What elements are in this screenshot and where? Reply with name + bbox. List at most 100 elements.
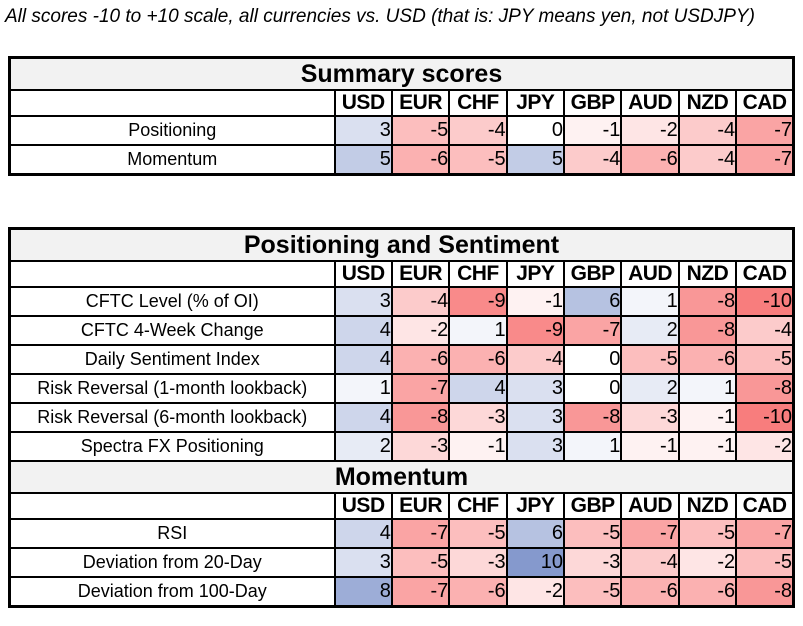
row-label: CFTC Level (% of OI) [8, 286, 336, 317]
score-cell-eur: -5 [390, 547, 451, 578]
section-title: Positioning and Sentiment [8, 227, 795, 262]
score-cell-chf: 4 [448, 373, 508, 404]
score-cell-gbp: -8 [562, 402, 623, 433]
summary-scores-table: Summary scores USD EUR CHF JPY GBP AUD NZD CAD Po… [8, 56, 795, 176]
row-label: Deviation from 100-Day [8, 576, 336, 608]
score-cell-jpy: 6 [505, 518, 566, 549]
section-title-row: Summary scores [8, 56, 795, 91]
positioning-and-momentum-table: Positioning and Sentiment USD EUR CHF JPY GBP… [8, 227, 795, 608]
currency-header-eur: EUR [390, 492, 451, 520]
score-cell-gbp: -3 [562, 547, 623, 578]
table-row: Risk Reversal (1-month lookback) 1 -7 4 3 0 2 1… [8, 373, 795, 404]
score-cell-nzd: -4 [677, 144, 738, 176]
score-cell-aud: 2 [620, 315, 680, 346]
score-cell-usd: 2 [333, 431, 393, 462]
currency-header-aud: AUD [620, 89, 680, 117]
score-cell-cad: -8 [735, 576, 795, 608]
row-label: CFTC 4-Week Change [8, 315, 336, 346]
score-cell-usd: 4 [333, 402, 393, 433]
score-cell-usd: 3 [333, 547, 393, 578]
score-cell-cad: -7 [735, 518, 795, 549]
score-cell-usd: 8 [333, 576, 393, 608]
score-cell-aud: -6 [620, 576, 680, 608]
score-cell-jpy: 0 [505, 115, 566, 146]
table-row: CFTC 4-Week Change 4 -2 1 -9 -7 2 -8 -4 [8, 315, 795, 346]
currency-header-aud: AUD [620, 492, 680, 520]
score-cell-eur: -8 [390, 402, 451, 433]
score-cell-chf: 1 [448, 315, 508, 346]
score-cell-gbp: 1 [562, 431, 623, 462]
score-cell-aud: -6 [620, 144, 680, 176]
currency-header-row: USD EUR CHF JPY GBP AUD NZD CAD [8, 89, 795, 117]
score-cell-usd: 3 [333, 286, 393, 317]
score-cell-cad: -7 [735, 115, 795, 146]
table-row: Positioning 3 -5 -4 0 -1 -2 -4 -7 [8, 115, 795, 146]
corner-cell [8, 89, 336, 117]
score-cell-chf: -3 [448, 547, 508, 578]
score-cell-cad: -4 [735, 315, 795, 346]
score-cell-eur: -6 [390, 144, 451, 176]
score-cell-eur: -5 [390, 115, 451, 146]
table-row: Deviation from 100-Day 8 -7 -6 -2 -5 -6 -6 -8 [8, 576, 795, 608]
score-cell-chf: -6 [448, 344, 508, 375]
score-cell-chf: -9 [448, 286, 508, 317]
row-label: Risk Reversal (6-month lookback) [8, 402, 336, 433]
score-cell-jpy: 3 [505, 431, 566, 462]
score-cell-gbp: -7 [562, 315, 623, 346]
row-label: Risk Reversal (1-month lookback) [8, 373, 336, 404]
currency-header-cad: CAD [735, 492, 795, 520]
score-cell-jpy: 3 [505, 373, 566, 404]
score-cell-aud: -5 [620, 344, 680, 375]
row-label: Daily Sentiment Index [8, 344, 336, 375]
table-row: Spectra FX Positioning 2 -3 -1 3 1 -1 -1 -2 [8, 431, 795, 462]
score-cell-chf: -4 [448, 115, 508, 146]
score-cell-chf: -3 [448, 402, 508, 433]
table-row: Risk Reversal (6-month lookback) 4 -8 -3 3 -8… [8, 402, 795, 433]
score-cell-nzd: -1 [677, 402, 738, 433]
score-cell-usd: 3 [333, 115, 393, 146]
currency-header-nzd: NZD [677, 260, 738, 288]
score-cell-usd: 5 [333, 144, 393, 176]
score-cell-nzd: -5 [677, 518, 738, 549]
section-title-row: Positioning and Sentiment [8, 227, 795, 262]
currency-header-jpy: JPY [505, 89, 566, 117]
score-cell-nzd: -6 [677, 344, 738, 375]
score-cell-nzd: -8 [677, 315, 738, 346]
score-cell-usd: 4 [333, 315, 393, 346]
score-cell-jpy: 10 [505, 547, 566, 578]
score-cell-cad: -8 [735, 373, 795, 404]
score-cell-chf: -5 [448, 144, 508, 176]
score-cell-aud: 1 [620, 286, 680, 317]
currency-header-row: USD EUR CHF JPY GBP AUD NZD CAD [8, 492, 795, 520]
currency-header-usd: USD [333, 492, 393, 520]
score-cell-aud: -3 [620, 402, 680, 433]
score-cell-cad: -10 [735, 402, 795, 433]
score-cell-usd: 1 [333, 373, 393, 404]
currency-header-aud: AUD [620, 260, 680, 288]
score-cell-jpy: 3 [505, 402, 566, 433]
score-cell-eur: -3 [390, 431, 451, 462]
score-cell-nzd: -6 [677, 576, 738, 608]
currency-header-chf: CHF [448, 89, 508, 117]
currency-header-eur: EUR [390, 260, 451, 288]
corner-cell [8, 492, 336, 520]
scale-note: All scores -10 to +10 scale, all currenc… [5, 6, 755, 27]
row-label: Spectra FX Positioning [8, 431, 336, 462]
currency-header-cad: CAD [735, 260, 795, 288]
score-cell-aud: -2 [620, 115, 680, 146]
score-cell-gbp: 0 [562, 344, 623, 375]
table-row: RSI 4 -7 -5 6 -5 -7 -5 -7 [8, 518, 795, 549]
currency-header-gbp: GBP [562, 89, 623, 117]
score-cell-gbp: 0 [562, 373, 623, 404]
currency-header-usd: USD [333, 89, 393, 117]
section-title-row: Momentum [8, 460, 795, 494]
score-cell-chf: -1 [448, 431, 508, 462]
score-cell-nzd: 1 [677, 373, 738, 404]
score-cell-usd: 4 [333, 518, 393, 549]
currency-header-gbp: GBP [562, 492, 623, 520]
score-cell-usd: 4 [333, 344, 393, 375]
currency-header-usd: USD [333, 260, 393, 288]
score-cell-cad: -10 [735, 286, 795, 317]
section-title: Momentum [8, 460, 795, 494]
score-cell-chf: -5 [448, 518, 508, 549]
